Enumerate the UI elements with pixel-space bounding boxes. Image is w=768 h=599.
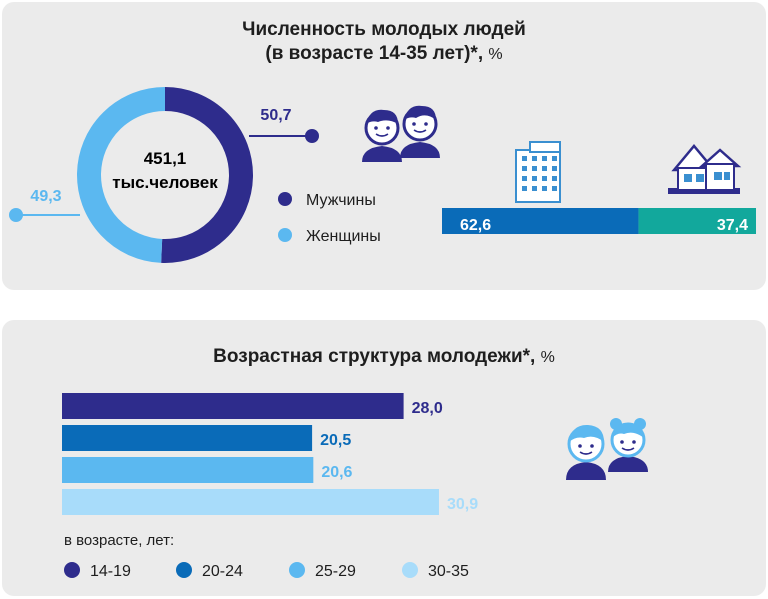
legend-label-female: Женщины — [306, 228, 381, 245]
house-icon — [668, 144, 742, 194]
age-legend-label-25-29: 25-29 — [315, 563, 356, 580]
gender-chart-title: Численность молодых людей (в возрасте 14… — [2, 18, 766, 67]
age-title-unit: % — [540, 349, 555, 366]
gender-legend: Мужчины Женщины — [278, 192, 381, 245]
donut-slice-female — [77, 87, 166, 263]
age-legend-label-20-24: 20-24 — [202, 563, 243, 580]
age-bar-value-20-24: 20,5 — [320, 432, 351, 449]
age-bar-20-24 — [62, 425, 313, 451]
donut-slice-male — [161, 87, 253, 263]
legend-swatch-male — [278, 192, 292, 206]
age-bar-30-35 — [62, 489, 439, 515]
age-legend-swatch-14-19 — [64, 562, 80, 578]
rural-value-label: 37,4 — [717, 217, 748, 234]
age-title-text: Возрастная структура молодежи*, — [213, 346, 536, 367]
gender-title-line1: Численность молодых людей — [242, 19, 526, 40]
age-bar-value-14-19: 28,0 — [412, 400, 443, 417]
age-legend-label-30-35: 30-35 — [428, 563, 469, 580]
age-bar-14-19 — [62, 393, 404, 419]
donut-center-unit: тыс.человек — [112, 173, 218, 192]
housing-stacked-bar — [442, 208, 756, 234]
children-icon — [566, 418, 648, 480]
age-bar-value-25-29: 20,6 — [321, 464, 352, 481]
age-legend-swatch-25-29 — [289, 562, 305, 578]
male-value-label: 50,7 — [260, 107, 291, 124]
gender-donut — [77, 87, 253, 263]
housing-segment-urban — [442, 208, 639, 234]
housing-segment-rural — [638, 208, 756, 234]
donut-center-value: 451,1 — [144, 149, 187, 168]
age-legend-swatch-20-24 — [176, 562, 192, 578]
age-bar-value-30-35: 30,9 — [447, 496, 478, 513]
age-legend-title: в возрасте, лет: — [64, 532, 174, 549]
female-leader — [9, 208, 80, 222]
age-legend-label-14-19: 14-19 — [90, 563, 131, 580]
young-people-icon — [362, 105, 440, 162]
age-bars: 28,0 20,5 20,6 30,9 — [62, 393, 478, 515]
legend-label-male: Мужчины — [306, 192, 376, 209]
gender-title-unit: % — [488, 46, 503, 63]
legend-swatch-female — [278, 228, 292, 242]
age-chart-title: Возрастная структура молодежи*, % — [2, 345, 766, 370]
female-value-label: 49,3 — [30, 188, 61, 205]
apartment-building-icon — [515, 141, 561, 203]
gender-title-line2: (в возрасте 14-35 лет)*, — [265, 43, 484, 64]
age-legend-swatch-30-35 — [402, 562, 418, 578]
age-bar-25-29 — [62, 457, 314, 483]
age-legend: 14-19 20-24 25-29 30-35 — [64, 562, 469, 580]
male-leader — [249, 129, 319, 143]
urban-value-label: 62,6 — [460, 217, 491, 234]
